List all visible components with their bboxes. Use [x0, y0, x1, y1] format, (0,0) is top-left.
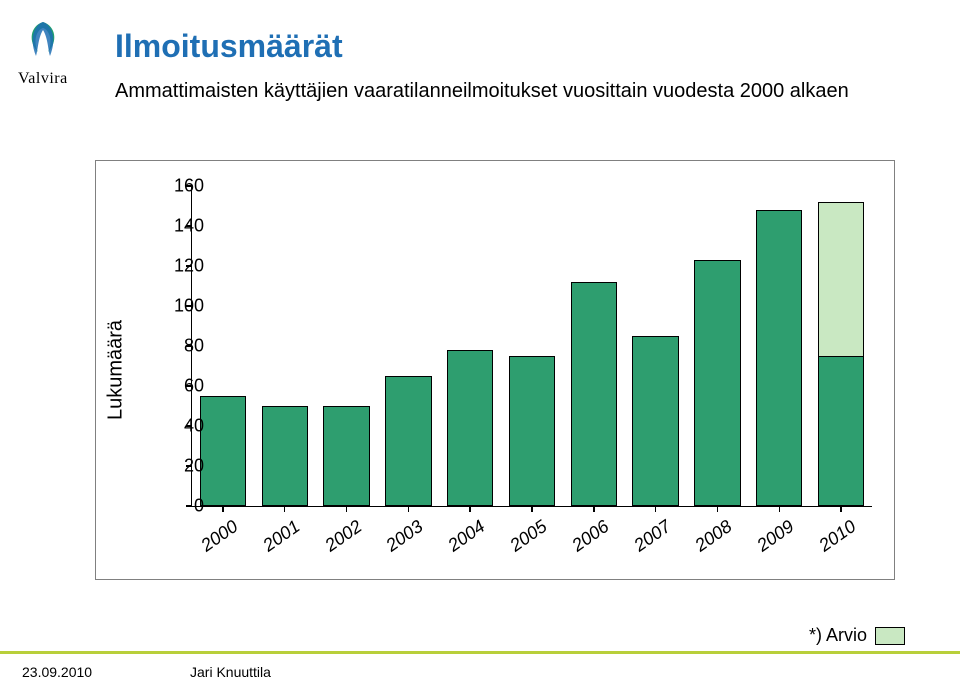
x-tick-label: 2001	[247, 516, 304, 565]
x-tick-mark	[222, 506, 224, 512]
x-tick-label: 2007	[618, 516, 675, 565]
chart-bar	[818, 356, 864, 506]
chart-plot-area: 2000200120022003200420052006200720082009…	[191, 186, 872, 507]
x-tick-label: 2010	[803, 516, 860, 565]
y-tick-label: 40	[164, 416, 204, 437]
chart-bar	[756, 210, 802, 506]
y-tick-label: 160	[164, 176, 204, 197]
legend-label: *) Arvio	[809, 625, 867, 646]
x-tick-mark	[531, 506, 533, 512]
x-tick-mark	[469, 506, 471, 512]
logo-text: Valvira	[18, 70, 68, 88]
chart-bar	[509, 356, 555, 506]
y-tick-label: 0	[164, 496, 204, 517]
chart-bar	[571, 282, 617, 506]
x-tick-mark	[284, 506, 286, 512]
legend: *) Arvio	[809, 625, 905, 646]
x-tick-label: 2002	[308, 516, 365, 565]
x-tick-mark	[655, 506, 657, 512]
y-tick-label: 80	[164, 336, 204, 357]
page-title: Ilmoitusmäärät	[115, 28, 343, 65]
logo: Valvira	[18, 18, 68, 88]
legend-swatch	[875, 627, 905, 645]
x-tick-label: 2004	[432, 516, 489, 565]
chart-bar	[447, 350, 493, 506]
logo-swirl-icon	[18, 18, 68, 68]
y-tick-label: 20	[164, 456, 204, 477]
x-tick-mark	[593, 506, 595, 512]
y-tick-label: 140	[164, 216, 204, 237]
y-axis-title: Lukumäärä	[105, 320, 128, 420]
chart-bar	[694, 260, 740, 506]
y-tick-label: 100	[164, 296, 204, 317]
page-subtitle: Ammattimaisten käyttäjien vaaratilanneil…	[115, 78, 849, 105]
x-tick-label: 2009	[741, 516, 798, 565]
x-tick-mark	[779, 506, 781, 512]
x-tick-label: 2008	[679, 516, 736, 565]
chart-bar	[385, 376, 431, 506]
x-tick-mark	[840, 506, 842, 512]
x-tick-mark	[346, 506, 348, 512]
x-tick-label: 2006	[556, 516, 613, 565]
footer-divider	[0, 651, 960, 654]
chart-bar	[632, 336, 678, 506]
x-tick-label: 2003	[370, 516, 427, 565]
chart-bar	[262, 406, 308, 506]
x-tick-mark	[717, 506, 719, 512]
x-tick-mark	[408, 506, 410, 512]
x-tick-label: 2005	[494, 516, 551, 565]
footer-author: Jari Knuuttila	[190, 664, 271, 680]
x-tick-label: 2000	[185, 516, 242, 565]
footer-date: 23.09.2010	[22, 664, 92, 680]
y-tick-label: 120	[164, 256, 204, 277]
y-tick-label: 60	[164, 376, 204, 397]
chart-bar	[323, 406, 369, 506]
chart-bar	[200, 396, 246, 506]
chart-frame: Lukumäärä 200020012002200320042005200620…	[95, 160, 895, 580]
